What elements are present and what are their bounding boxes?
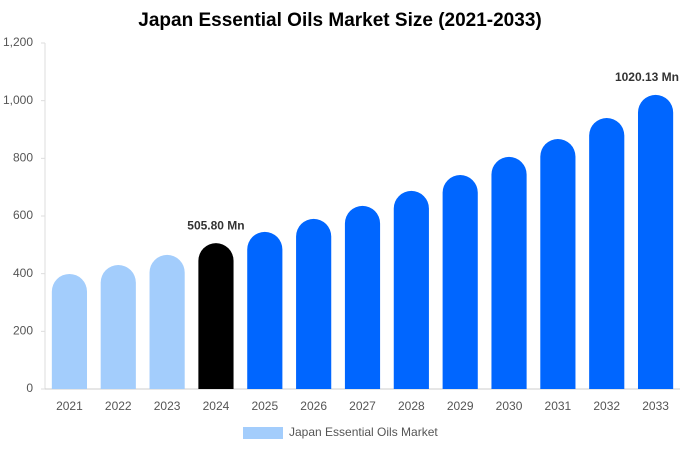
- y-tick-label: 800: [13, 151, 33, 165]
- bar: [540, 139, 576, 389]
- x-tick-label: 2033: [642, 399, 669, 413]
- bar: [442, 175, 478, 389]
- y-tick-label: 1,200: [3, 35, 33, 49]
- bar: [149, 254, 185, 389]
- bar: [100, 265, 136, 389]
- bar: [247, 231, 283, 389]
- x-tick-label: 2028: [398, 399, 425, 413]
- bar: [198, 243, 234, 389]
- bar: [51, 273, 88, 389]
- bar: [491, 156, 527, 389]
- bar: [589, 118, 625, 390]
- x-tick-label: 2027: [349, 399, 376, 413]
- x-tick-label: 2030: [496, 399, 523, 413]
- bar: [296, 218, 332, 389]
- bar: [393, 190, 429, 389]
- x-tick-label: 2031: [545, 399, 572, 413]
- x-tick-label: 2021: [56, 399, 83, 413]
- y-tick-label: 600: [13, 208, 33, 222]
- y-tick-label: 0: [26, 381, 33, 395]
- value-label: 505.80 Mn: [187, 218, 244, 232]
- y-tick-label: 200: [13, 324, 33, 338]
- legend-swatch: [243, 427, 283, 439]
- y-tick-label: 400: [13, 266, 33, 280]
- x-tick-label: 2029: [447, 399, 474, 413]
- legend-label: Japan Essential Oils Market: [289, 425, 438, 439]
- x-tick-label: 2022: [105, 399, 132, 413]
- chart-title: Japan Essential Oils Market Size (2021-2…: [138, 10, 541, 31]
- x-tick-label: 2032: [593, 399, 620, 413]
- x-tick-label: 2023: [154, 399, 181, 413]
- y-tick-label: 1,000: [3, 93, 33, 107]
- x-tick-label: 2026: [300, 399, 327, 413]
- x-tick-label: 2024: [203, 399, 230, 413]
- bar: [344, 205, 381, 389]
- x-tick-label: 2025: [251, 399, 278, 413]
- bar: [637, 94, 674, 390]
- value-label: 1020.13 Mn: [615, 70, 679, 84]
